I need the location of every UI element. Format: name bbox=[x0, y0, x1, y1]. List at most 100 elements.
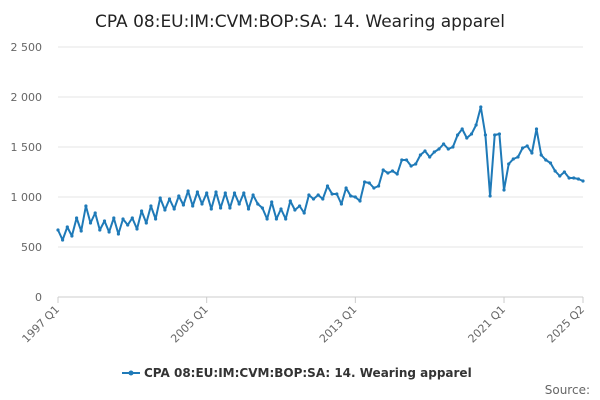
data-point[interactable] bbox=[284, 217, 288, 221]
data-point[interactable] bbox=[158, 196, 162, 200]
data-point[interactable] bbox=[581, 179, 585, 183]
data-point[interactable] bbox=[191, 204, 195, 208]
data-point[interactable] bbox=[293, 208, 297, 212]
data-point[interactable] bbox=[469, 132, 474, 136]
data-point[interactable] bbox=[98, 228, 102, 232]
data-point[interactable] bbox=[465, 136, 469, 140]
data-point[interactable] bbox=[270, 200, 274, 204]
data-point[interactable] bbox=[363, 180, 367, 184]
data-point[interactable] bbox=[521, 146, 525, 150]
data-point[interactable] bbox=[172, 207, 176, 211]
data-point[interactable] bbox=[325, 184, 330, 188]
data-point[interactable] bbox=[377, 184, 381, 188]
data-point[interactable] bbox=[75, 216, 79, 220]
data-point[interactable] bbox=[358, 199, 362, 203]
data-point[interactable] bbox=[135, 227, 139, 231]
data-point[interactable] bbox=[149, 204, 153, 208]
data-point[interactable] bbox=[414, 162, 418, 166]
data-point[interactable] bbox=[126, 223, 130, 227]
data-point[interactable] bbox=[534, 127, 539, 131]
data-point[interactable] bbox=[102, 219, 107, 223]
data-point[interactable] bbox=[205, 191, 209, 195]
data-point[interactable] bbox=[260, 206, 264, 210]
data-point[interactable] bbox=[507, 162, 511, 166]
data-point[interactable] bbox=[562, 170, 567, 174]
data-point[interactable] bbox=[558, 174, 562, 178]
data-point[interactable] bbox=[298, 204, 302, 208]
data-point[interactable] bbox=[390, 169, 395, 173]
data-point[interactable] bbox=[451, 145, 455, 149]
data-point[interactable] bbox=[372, 186, 376, 190]
data-point[interactable] bbox=[497, 132, 501, 136]
data-point[interactable] bbox=[567, 176, 571, 180]
data-point[interactable] bbox=[525, 144, 529, 148]
data-point[interactable] bbox=[400, 158, 404, 162]
data-point[interactable] bbox=[488, 194, 492, 198]
data-point[interactable] bbox=[140, 209, 144, 213]
data-point[interactable] bbox=[242, 191, 246, 195]
data-point[interactable] bbox=[84, 204, 88, 208]
data-point[interactable] bbox=[576, 177, 581, 181]
data-point[interactable] bbox=[423, 149, 427, 153]
data-point[interactable] bbox=[446, 147, 450, 151]
data-point[interactable] bbox=[232, 191, 237, 195]
data-point[interactable] bbox=[209, 207, 213, 211]
data-point[interactable] bbox=[316, 193, 320, 197]
data-point[interactable] bbox=[493, 133, 497, 137]
data-point[interactable] bbox=[56, 228, 60, 232]
data-point[interactable] bbox=[349, 194, 353, 198]
data-point[interactable] bbox=[428, 155, 432, 159]
data-point[interactable] bbox=[61, 238, 65, 242]
data-point[interactable] bbox=[516, 155, 520, 159]
data-point[interactable] bbox=[442, 142, 446, 146]
data-point[interactable] bbox=[167, 197, 172, 201]
data-point[interactable] bbox=[321, 197, 325, 201]
data-point[interactable] bbox=[274, 217, 278, 221]
data-point[interactable] bbox=[116, 232, 120, 236]
data-point[interactable] bbox=[237, 202, 241, 206]
data-point[interactable] bbox=[404, 158, 409, 162]
data-point[interactable] bbox=[367, 181, 371, 185]
data-point[interactable] bbox=[121, 217, 125, 221]
data-point[interactable] bbox=[177, 194, 181, 198]
data-point[interactable] bbox=[112, 216, 116, 220]
data-point[interactable] bbox=[223, 191, 227, 195]
data-point[interactable] bbox=[381, 168, 385, 172]
data-point[interactable] bbox=[186, 189, 190, 193]
data-point[interactable] bbox=[163, 208, 167, 212]
data-point[interactable] bbox=[339, 202, 343, 206]
data-point[interactable] bbox=[246, 207, 251, 211]
data-point[interactable] bbox=[418, 153, 422, 157]
data-point[interactable] bbox=[214, 190, 218, 194]
data-point[interactable] bbox=[335, 192, 339, 196]
data-point[interactable] bbox=[330, 192, 334, 196]
data-point[interactable] bbox=[288, 199, 292, 203]
data-point[interactable] bbox=[265, 217, 269, 221]
data-point[interactable] bbox=[279, 207, 283, 211]
data-point[interactable] bbox=[302, 211, 306, 215]
data-point[interactable] bbox=[511, 157, 515, 161]
data-point[interactable] bbox=[228, 206, 232, 210]
data-point[interactable] bbox=[539, 153, 543, 157]
data-point[interactable] bbox=[456, 133, 460, 137]
data-point[interactable] bbox=[195, 190, 199, 194]
data-point[interactable] bbox=[395, 172, 399, 176]
data-point[interactable] bbox=[432, 150, 436, 154]
data-point[interactable] bbox=[251, 193, 255, 197]
data-point[interactable] bbox=[130, 216, 134, 220]
data-point[interactable] bbox=[548, 161, 553, 165]
data-point[interactable] bbox=[219, 206, 223, 210]
data-point[interactable] bbox=[200, 202, 204, 206]
data-point[interactable] bbox=[307, 193, 311, 197]
data-point[interactable] bbox=[353, 195, 357, 199]
data-point[interactable] bbox=[256, 202, 260, 206]
data-point[interactable] bbox=[553, 169, 557, 173]
data-point[interactable] bbox=[474, 123, 478, 127]
data-point[interactable] bbox=[483, 133, 487, 137]
data-point[interactable] bbox=[386, 171, 390, 175]
data-point[interactable] bbox=[154, 217, 158, 221]
data-point[interactable] bbox=[530, 151, 534, 155]
data-point[interactable] bbox=[65, 225, 69, 229]
data-point[interactable] bbox=[144, 221, 148, 225]
data-point[interactable] bbox=[88, 221, 93, 225]
